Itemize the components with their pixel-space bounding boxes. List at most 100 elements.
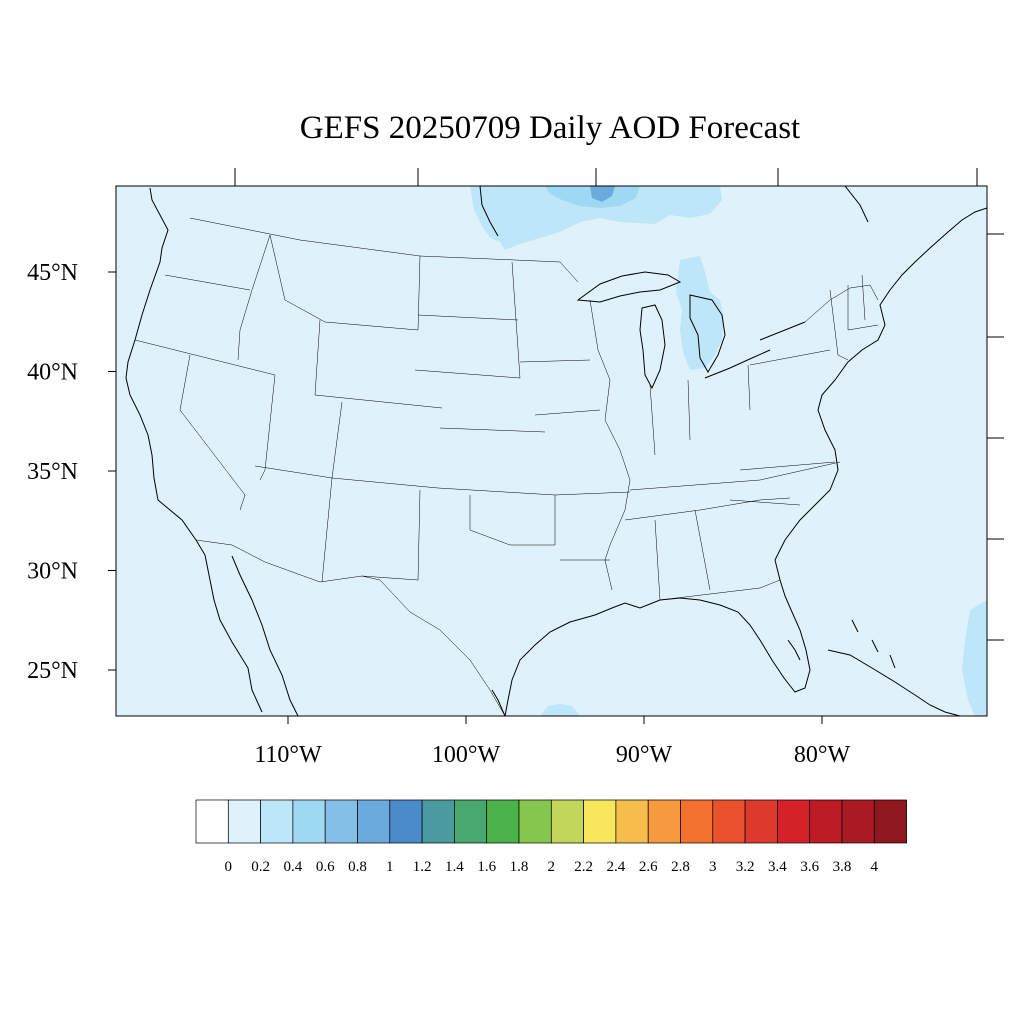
colorbar-swatch: [841, 799, 875, 844]
border-state-ca-nv: [179, 354, 246, 511]
coastline-layer: [125, 186, 987, 716]
lat-label: 40°N: [27, 360, 78, 386]
border-state-ms-al: [654, 519, 661, 601]
lat-label: 30°N: [27, 559, 78, 585]
border-state-va-nc: [739, 461, 836, 471]
border-state-wy-co: [314, 319, 443, 409]
colorbar-tick-label: 2.6: [639, 859, 658, 875]
lon-label: 100°W: [432, 742, 501, 768]
colorbar-tick-label: 0: [225, 859, 233, 875]
border-state-ut-co: [331, 401, 343, 479]
aod-field-layer: [470, 186, 987, 716]
border-state-ne-ks: [439, 427, 546, 433]
aod-region-lake-michigan-huron: [676, 256, 724, 370]
colorbar-tick-label: 0.4: [284, 859, 303, 875]
border-state-sc-nc: [729, 499, 801, 506]
coastline-lake-huron: [689, 294, 726, 373]
colorbar-tick-label: 3.2: [736, 859, 755, 875]
colorbar-swatch: [292, 799, 326, 844]
colorbar-swatch: [615, 799, 649, 844]
colorbar-tick-label: 3: [709, 859, 717, 875]
border-state-co-nm: [254, 465, 439, 489]
colorbar-swatch: [260, 799, 294, 844]
map-area: [116, 186, 987, 716]
colorbar-swatch: [195, 799, 229, 844]
border-state-in-oh: [687, 379, 691, 441]
coastline-atlantic: [774, 207, 987, 561]
border-state-sd-ne: [414, 369, 521, 379]
colorbar-swatch: [583, 799, 617, 844]
border-state-tn-south: [624, 497, 791, 521]
border-state-dakota-mn: [511, 261, 521, 379]
colorbar-labels: 0 0.2 0.4 0.6 0.8 1 1.2 1.4 1.6 1.8 2 2.2 2.4 2.6 2.8 3…: [225, 859, 879, 875]
colorbar-swatch: [324, 799, 358, 844]
axis-labels: 45°N 40°N 35°N 30°N 25°N 110°W 100°W 90°W 80°W: [27, 260, 850, 768]
lon-label: 80°W: [794, 742, 851, 768]
colorbar-tick-label: 0.2: [251, 859, 270, 875]
colorbar-swatch: [744, 799, 778, 844]
colorbar-swatch: [389, 799, 423, 844]
border-state-nm-tx: [361, 489, 421, 581]
border-state-wa-or: [164, 274, 251, 291]
border-state-nd-sd: [417, 314, 519, 321]
colorbar-tick-label: 2.8: [671, 859, 690, 875]
lat-label: 25°N: [27, 658, 78, 684]
boundary-layer: [134, 217, 879, 716]
colorbar-swatch: [486, 799, 520, 844]
border-state-id: [237, 234, 271, 361]
colorbar-swatch: [647, 799, 681, 844]
coastline-baja-gulf: [231, 555, 299, 716]
border-state-ny-ne: [829, 289, 849, 361]
border-state-mo-ar: [554, 491, 631, 496]
aod-region-gulf-south: [540, 704, 580, 716]
colorbar-swatch: [421, 799, 455, 844]
border-state-az-nm: [321, 477, 333, 583]
border-state-or-ca: [134, 339, 276, 376]
coastline-hudson-bay: [479, 186, 869, 237]
coastline-cuba: [827, 649, 961, 716]
aod-region-hudson-bay-plume: [470, 186, 722, 250]
border-state-new-england: [847, 274, 879, 331]
coastline-pacific: [125, 187, 263, 713]
colorbar: [195, 799, 907, 844]
border-state-pa-ny: [749, 349, 831, 366]
map-title: GEFS 20250709 Daily AOD Forecast: [299, 110, 801, 146]
colorbar-tick-label: 1.2: [413, 859, 432, 875]
colorbar-swatch: [550, 799, 584, 844]
colorbar-swatch: [454, 799, 488, 844]
colorbar-swatch: [777, 799, 811, 844]
border-state-al-ga: [694, 509, 711, 591]
coastline-lake-superior: [576, 271, 682, 303]
border-canada-us: [189, 217, 579, 283]
coastline-florida-keys: [787, 639, 801, 661]
colorbar-tick-label: 2.2: [574, 859, 593, 875]
colorbar-tick-label: 1.6: [477, 859, 496, 875]
colorbar-swatch: [357, 799, 391, 844]
lon-label: 90°W: [616, 742, 673, 768]
border-state-ok-tx: [469, 495, 555, 546]
colorbar-tick-label: 0.6: [316, 859, 335, 875]
coastline-mexico-east: [491, 689, 506, 716]
colorbar-tick-label: 1.8: [510, 859, 529, 875]
axis-ticks: [108, 168, 1004, 724]
lat-label: 35°N: [27, 459, 78, 485]
colorbar-tick-label: 1.4: [445, 859, 464, 875]
border-state-ga-fl: [659, 579, 781, 601]
coastline-bahamas: [851, 619, 896, 669]
colorbar-tick-label: 3.8: [833, 859, 852, 875]
border-canada-us-east: [804, 284, 879, 323]
border-state-oh-pa: [747, 364, 751, 411]
lat-label: 45°N: [27, 260, 78, 286]
coastline-lake-michigan: [639, 304, 666, 390]
coastline-gulf-mexico: [504, 559, 811, 716]
colorbar-swatch: [680, 799, 714, 844]
border-state-nv-ut: [259, 374, 276, 481]
border-state-ia-mo: [534, 409, 601, 416]
coastline-lake-erie-ontario: [704, 321, 806, 379]
border-state-mn-ia: [519, 359, 591, 363]
colorbar-tick-label: 3.6: [800, 859, 819, 875]
colorbar-tick-label: 2.4: [607, 859, 626, 875]
border-mexico-us: [195, 539, 506, 716]
colorbar-tick-label: 2: [548, 859, 556, 875]
